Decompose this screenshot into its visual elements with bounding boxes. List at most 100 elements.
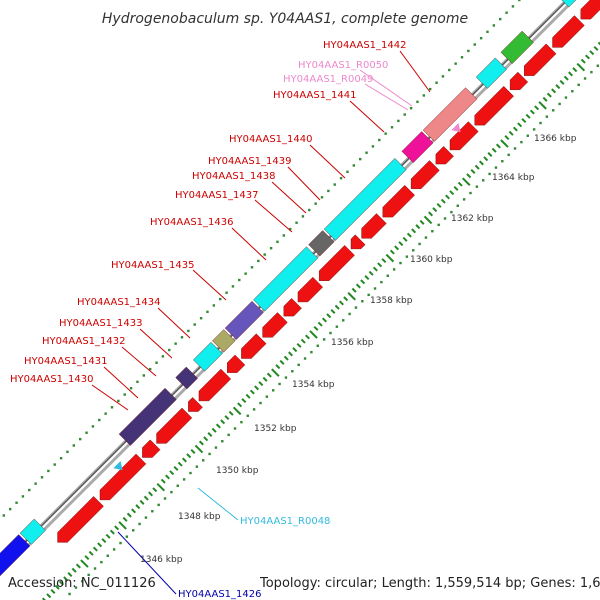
ruler-tick [585,54,591,60]
gene-label-hy04aas1-1437[interactable]: HY04AAS1_1437 [175,190,258,201]
gene-label-hy04aas1-r0050[interactable]: HY04AAS1_R0050 [298,60,388,71]
gc-dot [397,119,400,123]
ruler-tick [271,368,280,377]
cds-outer-1 [500,30,534,64]
gene-label-hy04aas1-1434[interactable]: HY04AAS1_1434 [77,297,160,308]
ruler-tick [394,245,400,251]
gc-dot [310,350,313,354]
gene-labels[interactable]: HY04AAS1_1442 HY04AAS1_R0050 HY04AAS1_R0… [10,40,406,600]
gc-dot [422,94,426,97]
gc-dot [8,507,12,511]
ruler-labels: 1346 kbp 1348 kbp 1350 kbp 1352 kbp 1354… [140,134,577,565]
gc-dot [303,357,307,360]
ruler-label-1360: 1360 kbp [410,255,453,265]
ruler-tick [330,309,336,314]
gc-dot [214,446,218,449]
gc-dot [320,196,324,199]
gc-dot [418,242,421,246]
gc-dot [409,106,413,110]
gene-label-hy04aas1-1436[interactable]: HY04AAS1_1436 [150,217,233,228]
ruler-tick [262,376,268,382]
ruler-tick [402,236,408,242]
gc-dot [428,87,432,91]
gc-dot [212,304,216,307]
gc-dot [93,567,97,570]
ruler-tick [258,381,264,387]
gene-label-hy04aas1-1441[interactable]: HY04AAS1_1441 [273,90,356,101]
gc-dot [15,501,18,504]
gc-dot [482,179,485,182]
gc-dot [448,68,451,72]
gc-dot [437,223,440,227]
map-title: Hydrogenobaculum sp. Y04AAS1, complete g… [102,11,468,27]
ruler-tick [203,436,209,442]
gc-dot [564,96,568,99]
cds-red-1 [552,15,585,48]
ruler-tick [355,283,361,289]
cds-red-19 [156,407,193,444]
gene-label-hy04aas1-1442[interactable]: HY04AAS1_1442 [323,40,406,51]
ruler-tick [254,385,260,391]
gc-dot [59,457,63,460]
gc-dot [505,11,508,14]
gc-dot [78,437,82,441]
ruler-tick [474,164,480,170]
ruler-label-1356: 1356 kbp [331,338,374,348]
gene-label-hy04aas1-1435[interactable]: HY04AAS1_1435 [111,260,194,271]
gene-label-hy04aas1-1431[interactable]: HY04AAS1_1431 [24,356,107,367]
gene-label-hy04aas1-1439[interactable]: HY04AAS1_1439 [208,156,291,167]
gene-label-hy04aas1-1433[interactable]: HY04AAS1_1433 [59,318,142,329]
gc-dot [367,293,370,297]
ruler-tick [555,84,561,90]
gc-dot [454,62,457,65]
gc-dot [467,49,470,53]
gc-dot [507,153,510,157]
gc-dot [435,81,438,84]
ruler-tick [419,219,425,225]
ruler-tick [92,546,98,552]
gc-dot [246,414,249,417]
gene-label-hy04aas1-r0049[interactable]: HY04AAS1_R0049 [283,74,373,85]
ruler-tick [406,232,412,238]
ruler-tick [266,372,272,378]
gene-label-hy04aas1-1440[interactable]: HY04AAS1_1440 [229,134,312,145]
gc-dot [176,484,179,487]
gc-dot [316,344,319,347]
ruler-tick [131,508,137,514]
ruler-tick [211,427,217,433]
gc-dot [151,510,154,513]
gc-dot [327,189,330,193]
gc-dot [85,431,88,434]
gene-label-hy04aas1-1430[interactable]: HY04AAS1_1430 [10,374,93,385]
gc-dot [511,5,515,8]
gc-dot [518,0,521,2]
gc-dot [257,259,260,263]
ruler-tick [360,279,366,285]
gene-label-hy04aas1-r0048[interactable]: HY04AAS1_R0048 [240,516,330,527]
gc-dot [193,323,196,326]
gc-dot [206,310,209,314]
ruler-tick [576,62,586,72]
ruler-tick [232,406,242,416]
cds-red-9 [361,213,387,239]
ruler-label-1366: 1366 kbp [534,134,577,144]
gc-dot [227,433,230,437]
ruler-tick [453,185,459,191]
cds-red-4 [474,85,514,126]
gc-dot [110,406,114,409]
gene-label-hy04aas1-1432[interactable]: HY04AAS1_1432 [42,336,125,347]
ruler-tick [182,457,187,463]
ruler-tick [317,321,323,327]
gene-label-hy04aas1-1426[interactable]: HY04AAS1_1426 [178,589,261,600]
ruler-tick [559,79,565,85]
gc-dot [346,170,349,174]
gene-label-hy04aas1-1438[interactable]: HY04AAS1_1438 [192,171,275,182]
gc-dot [168,348,171,352]
cds-red-13 [283,298,302,317]
gc-dot [136,380,139,384]
leader-line [359,69,413,107]
ruler-tick [343,296,349,302]
ruler-tick [300,338,306,344]
